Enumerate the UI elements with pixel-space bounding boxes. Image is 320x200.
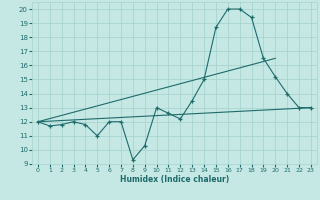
X-axis label: Humidex (Indice chaleur): Humidex (Indice chaleur) <box>120 175 229 184</box>
